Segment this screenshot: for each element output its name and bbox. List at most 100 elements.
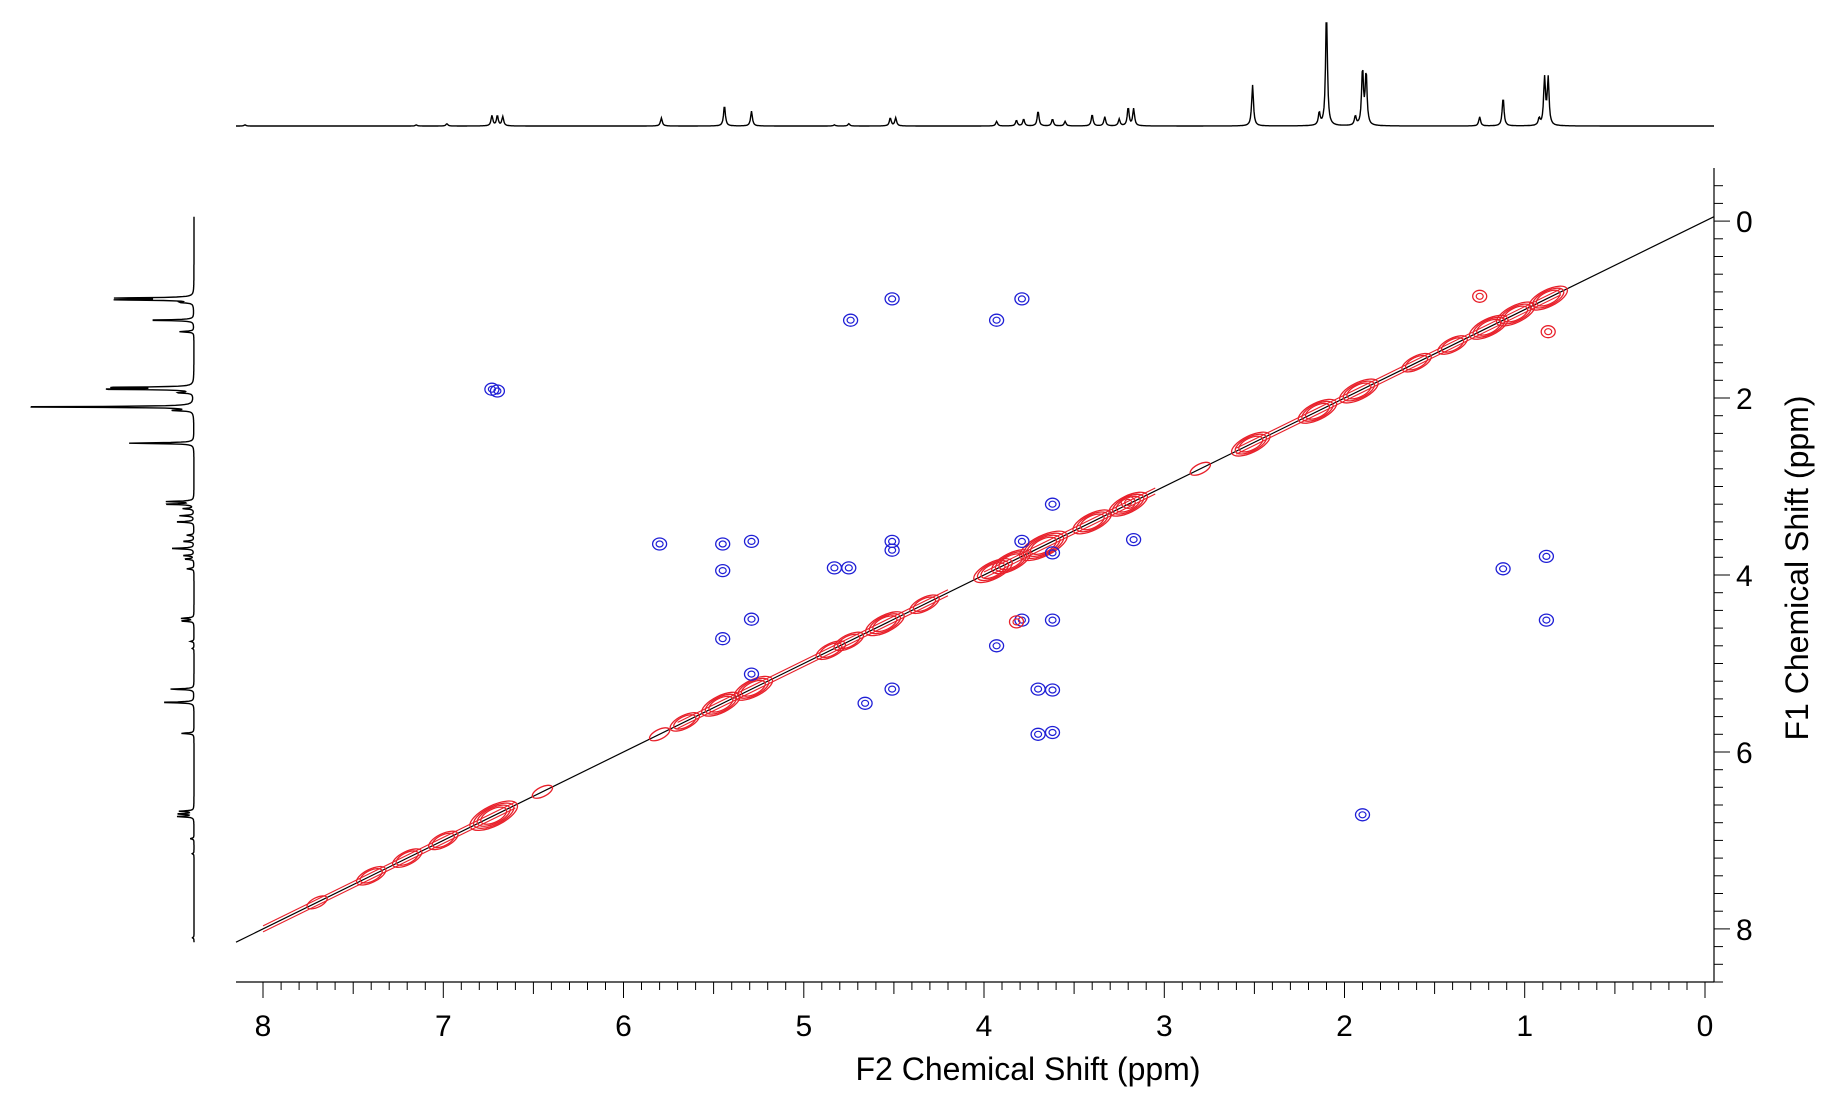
cross-peak-contour-inner xyxy=(1048,686,1057,694)
diagonal-peak-contour xyxy=(427,830,459,851)
x-tick-label: 5 xyxy=(795,1010,812,1043)
diagonal-peak-contour xyxy=(708,695,734,713)
cross-peak-contour-outer xyxy=(884,543,900,557)
diagonal-peak-contour xyxy=(355,865,387,886)
cross-peak-contour-outer xyxy=(651,537,668,551)
x-tick-label: 1 xyxy=(1516,1010,1533,1043)
diagonal-peak-contour xyxy=(1528,285,1569,311)
cross-peak-contour-outer xyxy=(743,612,760,626)
diagonal-peak-contour xyxy=(1499,303,1532,325)
diagonal-peak-contour xyxy=(733,675,774,701)
diagonal-peak xyxy=(469,800,519,832)
diagonal-peak xyxy=(1339,378,1379,404)
x-tick-label: 8 xyxy=(255,1010,272,1043)
diagonal-peak xyxy=(1528,285,1569,311)
top-projection-spectrum xyxy=(236,22,1714,127)
cross-peak-contour-outer xyxy=(715,537,731,551)
cross-peak-contour-outer xyxy=(1538,613,1555,627)
diagonal-peak xyxy=(531,784,554,799)
diagonal-peak-contour xyxy=(1230,431,1271,457)
diagonal-peak-contour xyxy=(1535,289,1561,307)
cross-peak-contour-inner xyxy=(1017,295,1027,303)
cross-peak-contour-inner xyxy=(887,685,897,693)
diagonal-peak-contour xyxy=(1342,380,1376,402)
y-tick-label: 8 xyxy=(1736,914,1753,947)
cross-peak-contour-inner xyxy=(1542,552,1551,561)
cross-peak xyxy=(1014,292,1030,306)
cross-peak-contour-outer xyxy=(715,632,731,646)
diagonal-peak xyxy=(306,895,328,910)
cross-peak-contour-inner xyxy=(1048,549,1057,557)
cross-peak xyxy=(1495,562,1511,576)
cross-peak xyxy=(715,632,731,646)
diagonal-peak xyxy=(973,558,1013,584)
diagonal-peak-contour xyxy=(1115,495,1141,513)
cross-peak-contour-outer xyxy=(715,563,731,578)
y-tick-label: 0 xyxy=(1736,206,1753,239)
cross-peak-contour-inner xyxy=(846,316,855,324)
cross-peak-contour-outer xyxy=(1125,532,1142,547)
cross-peak xyxy=(988,639,1005,653)
cross-peak-contour-inner xyxy=(1124,498,1133,506)
diagonal-peak-contour xyxy=(1495,301,1536,327)
cross-peak xyxy=(1540,325,1556,339)
diagonal-peak xyxy=(427,830,459,851)
cross-peak-contour-outer xyxy=(857,696,873,710)
diagonal-peak-contour xyxy=(1503,305,1529,323)
cross-peak-contour-inner xyxy=(747,615,756,623)
cross-peak-contour-outer xyxy=(1008,615,1025,629)
cross-peak-contour-inner xyxy=(718,566,727,575)
diagonal-peak-contour xyxy=(973,558,1013,584)
cross-peak-contour-inner xyxy=(992,316,1001,324)
cross-peak xyxy=(1030,727,1046,741)
diagonal-peak-contour xyxy=(833,631,865,652)
cross-peak xyxy=(884,292,900,306)
diagonal-peak xyxy=(648,727,671,742)
cross-peak-contour-inner xyxy=(860,699,870,707)
cross-peak-contour-outer xyxy=(1044,546,1061,560)
cross-peak-contour-outer xyxy=(743,534,760,549)
cross-peak-contour-outer xyxy=(1044,683,1061,697)
cross-peak xyxy=(1044,683,1061,697)
cross-peak-contour-outer xyxy=(884,292,900,306)
diagonal-peak xyxy=(669,712,701,732)
diagonal-peak-contour xyxy=(1531,287,1565,309)
diagonal-peak-contour xyxy=(976,560,1010,582)
cross-peak xyxy=(489,384,506,398)
cross-peak xyxy=(988,313,1005,327)
diagonal-peak xyxy=(391,848,423,868)
diagonal-peak-contour xyxy=(1297,398,1338,424)
diagonal-peak-contour xyxy=(994,551,1028,573)
cross-peak-contour-inner xyxy=(1033,685,1043,693)
diagonal-peak-contour xyxy=(868,613,902,635)
cross-peak-contour-outer xyxy=(988,313,1005,327)
y-axis-title: F1 Chemical Shift (ppm) xyxy=(1779,396,1815,741)
diagonal-peak xyxy=(1230,431,1271,457)
cross-peak-contour-outer xyxy=(489,384,506,398)
cross-peak-contour-outer xyxy=(1044,725,1061,740)
diagonal-peak xyxy=(355,865,387,886)
cross-peak-contour-inner xyxy=(1498,565,1508,573)
cross-peak-contour-inner xyxy=(1542,616,1551,624)
diagonal-peak-contour xyxy=(472,802,515,829)
cross-peak xyxy=(857,696,873,710)
diagonal-peak-contour xyxy=(469,800,519,832)
diagonal-peak-contour xyxy=(837,633,861,650)
cross-peak-contour-outer xyxy=(1014,292,1030,306)
diagonal-ridge-line xyxy=(262,801,516,927)
diagonal-peak-contour xyxy=(1440,337,1465,353)
cross-peak xyxy=(1008,615,1025,629)
top-projection-trace xyxy=(236,22,1714,127)
diagonal-peak-contour xyxy=(1189,461,1212,476)
cross-peak-contour-outer xyxy=(1354,808,1371,822)
cross-peak-contour-outer xyxy=(1495,562,1511,576)
diagonal-ridge xyxy=(262,288,1562,933)
cross-peak xyxy=(884,543,900,557)
cross-peak-contour-inner xyxy=(655,540,664,548)
cross-peak-contour-inner xyxy=(1017,616,1027,624)
diagonal-peak-contour xyxy=(431,832,455,849)
cross-peak xyxy=(826,561,843,575)
x-tick-label: 7 xyxy=(435,1010,452,1043)
cross-peak-contour-outer xyxy=(1120,495,1136,510)
